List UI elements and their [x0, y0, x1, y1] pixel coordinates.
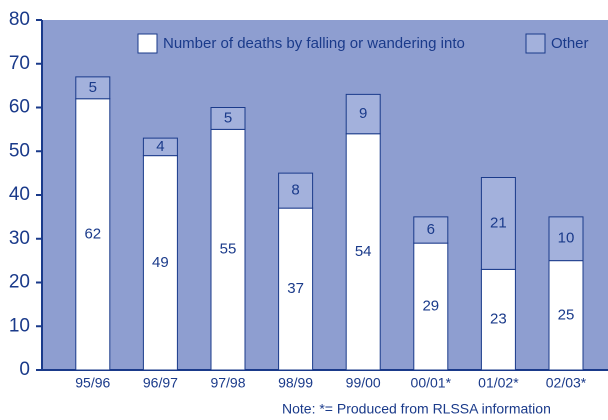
bar-segment [75, 76, 111, 100]
data-label: 55 [220, 241, 237, 258]
data-label: 49 [152, 254, 169, 271]
bar-segment [345, 93, 381, 135]
y-tick-label: 20 [9, 272, 30, 293]
data-label: 62 [84, 225, 101, 242]
data-label: 37 [287, 280, 304, 297]
x-tick-label: 02/03* [546, 375, 587, 391]
x-tick-label: 98/99 [278, 375, 313, 391]
note: Note: *= Produced from RLSSA information [282, 401, 551, 417]
y-tick-label: 0 [19, 359, 30, 380]
y-tick-label: 10 [9, 315, 30, 336]
data-label: 29 [422, 298, 439, 315]
x-tick-label: 96/97 [143, 375, 178, 391]
legend-swatch [137, 33, 158, 54]
legend-label: Number of deaths by falling or wandering… [163, 35, 465, 52]
bar-segment [210, 107, 246, 130]
bar-segment [142, 137, 178, 157]
bar-segment [548, 216, 584, 262]
bar-segment [210, 128, 246, 371]
plot-background [42, 20, 608, 370]
y-tick-label: 80 [9, 9, 30, 30]
y-tick-label: 60 [9, 97, 30, 118]
y-tick-label: 70 [9, 53, 30, 74]
x-tick-label: 95/96 [75, 375, 110, 391]
bar-segment [413, 242, 449, 371]
bar-segment [278, 172, 314, 209]
data-label: 6 [427, 221, 435, 238]
y-tick-label: 40 [9, 184, 30, 205]
data-label: 21 [490, 214, 507, 231]
data-label: 4 [156, 138, 164, 155]
data-label: 23 [490, 311, 507, 328]
bar-segment [548, 260, 584, 371]
x-tick-label: 01/02* [478, 375, 519, 391]
data-label: 5 [224, 109, 232, 126]
bar-segment [142, 155, 178, 371]
x-tick-label: 99/00 [346, 375, 381, 391]
data-label: 9 [359, 105, 367, 122]
bar-segment [480, 177, 516, 270]
data-label: 54 [355, 243, 372, 260]
bar-segment [75, 98, 111, 371]
bar-segment [480, 268, 516, 371]
data-label: 25 [558, 306, 575, 323]
bar-segment [413, 216, 449, 244]
y-tick-label: 50 [9, 140, 30, 161]
data-label: 8 [291, 182, 299, 199]
data-label: 5 [89, 79, 97, 96]
bar-segment [345, 133, 381, 371]
x-tick-label: 97/98 [210, 375, 245, 391]
x-tick-label: 00/01* [411, 375, 452, 391]
y-tick-label: 30 [9, 228, 30, 249]
data-label: 10 [558, 230, 575, 247]
bar-segment [278, 207, 314, 371]
legend-swatch [525, 33, 546, 54]
legend-label: Other [551, 35, 589, 52]
